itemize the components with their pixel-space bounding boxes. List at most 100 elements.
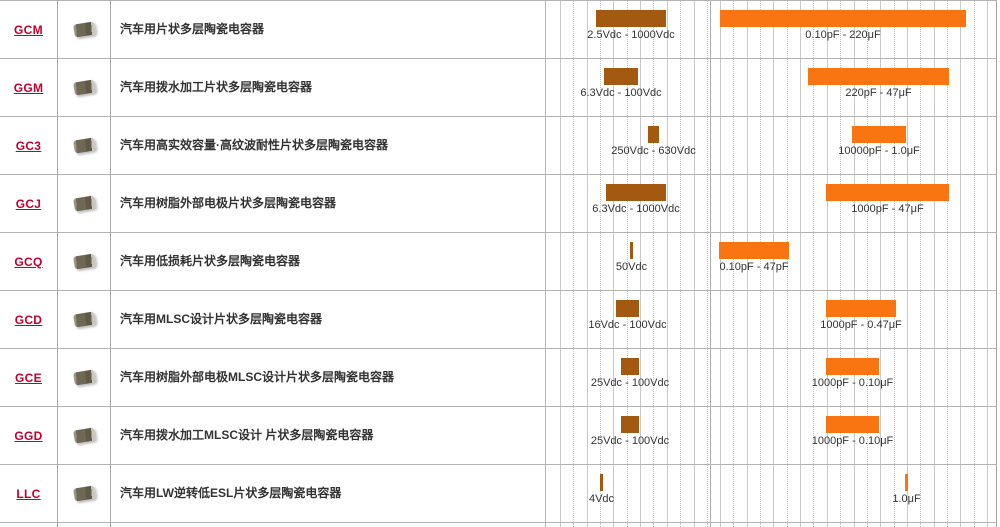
chart-gridline	[987, 175, 988, 232]
description-cell: 汽车用LW逆转低ESL片状多层陶瓷电容器	[110, 465, 545, 522]
chart-gridline	[973, 175, 975, 232]
chart-gridline	[973, 407, 975, 464]
chart-gridline	[773, 291, 775, 348]
series-link-gcj[interactable]: GCJ	[15, 196, 42, 211]
chart-gridline	[786, 233, 788, 290]
series-link-ggd[interactable]: GGD	[14, 428, 43, 443]
chart-gridline	[866, 175, 868, 232]
chart-gridline	[586, 291, 588, 348]
chart-gridline	[880, 349, 882, 406]
chart-gridline	[626, 523, 628, 527]
chart-gridline	[853, 1, 855, 58]
series-link-llc[interactable]: LLC	[16, 486, 41, 501]
chart-gridline	[560, 1, 561, 58]
capacitance-chart-cell: 0.10pF - 47pF	[710, 233, 997, 290]
chart-gridline	[733, 233, 735, 290]
series-link-gce[interactable]: GCE	[15, 370, 42, 385]
chart-gridline	[680, 59, 682, 116]
voltage-range-bar	[606, 184, 666, 201]
next-row-clipped-strip	[0, 523, 997, 527]
chart-gridline	[653, 117, 655, 174]
chart-gridline	[866, 117, 868, 174]
chart-gridline	[720, 117, 721, 174]
chart-gridline	[666, 465, 668, 522]
chart-gridline	[693, 117, 695, 174]
chart-gridline	[720, 291, 721, 348]
chart-gridline	[613, 59, 615, 116]
chart-gridline	[973, 117, 975, 174]
chart-gridline	[653, 1, 655, 58]
chart-gridline	[600, 465, 602, 522]
chart-gridline	[960, 349, 962, 406]
voltage-range-label: 16Vdc - 100Vdc	[588, 319, 667, 331]
chart-gridline	[920, 175, 922, 232]
chart-gridline	[693, 523, 695, 527]
chart-gridline	[640, 233, 642, 290]
series-link-gcq[interactable]: GCQ	[14, 254, 43, 269]
voltage-chart-cell: 250Vdc - 630Vdc	[545, 117, 710, 174]
chart-gridline	[693, 59, 695, 116]
series-code-cell: GC3	[0, 117, 57, 174]
table-row-ggm: GGM 汽车用拨水加工片状多层陶瓷电容器 6.3Vdc - 100Vdc 220pF …	[0, 59, 997, 117]
chart-gridline	[933, 465, 935, 522]
chart-gridline	[866, 407, 868, 464]
capacitor-chip-image	[72, 485, 96, 502]
chart-gridline	[640, 291, 642, 348]
chart-gridline	[706, 1, 708, 58]
chart-gridline	[893, 175, 895, 232]
voltage-range-bar	[621, 416, 639, 433]
chart-gridline	[680, 175, 682, 232]
chart-gridline	[560, 407, 561, 464]
chart-gridline	[933, 175, 935, 232]
chart-gridline	[893, 117, 895, 174]
series-link-gcm[interactable]: GCM	[14, 22, 43, 37]
chart-gridline	[733, 523, 735, 527]
chart-gridline	[880, 523, 882, 527]
capacitor-chip-image	[72, 79, 96, 96]
chart-gridline	[626, 465, 628, 522]
series-description: 汽车用片状多层陶瓷电容器	[120, 22, 265, 36]
chart-gridline	[840, 175, 842, 232]
chart-gridline	[946, 407, 948, 464]
chart-gridline	[786, 291, 788, 348]
series-code-cell: GGM	[0, 59, 57, 116]
chart-gridline	[880, 175, 882, 232]
chart-gridline	[880, 1, 882, 58]
chart-gridline	[933, 59, 935, 116]
chart-gridline	[960, 117, 962, 174]
chart-gridline	[613, 233, 615, 290]
description-cell: 汽车用MLSC设计片状多层陶瓷电容器	[110, 291, 545, 348]
chart-gridline	[733, 349, 735, 406]
description-cell: 汽车用高实效容量·高纹波耐性片状多层陶瓷电容器	[110, 117, 545, 174]
clipped-image-cell	[57, 523, 110, 527]
chart-gridline	[746, 59, 748, 116]
series-code-cell: GCD	[0, 291, 57, 348]
chart-gridline	[613, 117, 615, 174]
chart-gridline	[786, 407, 788, 464]
chart-gridline	[866, 1, 868, 58]
chart-gridline	[773, 465, 775, 522]
chart-gridline	[960, 291, 962, 348]
series-link-gc3[interactable]: GC3	[15, 138, 42, 153]
description-cell: 汽车用树脂外部电极MLSC设计片状多层陶瓷电容器	[110, 349, 545, 406]
chart-gridline	[613, 291, 615, 348]
chart-gridline	[600, 233, 602, 290]
chart-gridline	[653, 59, 655, 116]
chart-gridline	[893, 465, 895, 522]
chart-gridline	[973, 465, 975, 522]
series-code-cell: GCE	[0, 349, 57, 406]
product-image-cell	[57, 59, 110, 116]
chart-gridline	[626, 233, 628, 290]
chart-gridline	[853, 407, 855, 464]
chart-gridline	[853, 175, 855, 232]
chart-gridline	[760, 117, 762, 174]
series-link-ggm[interactable]: GGM	[13, 80, 44, 95]
chart-gridline	[840, 349, 842, 406]
chart-gridline	[800, 349, 802, 406]
capacitance-range-label: 1000pF - 47μF	[851, 203, 924, 215]
chart-gridline	[600, 291, 602, 348]
chart-gridline	[586, 407, 588, 464]
chart-gridline	[760, 175, 762, 232]
table-row-gce: GCE 汽车用树脂外部电极MLSC设计片状多层陶瓷电容器 25Vdc - 100Vd…	[0, 349, 997, 407]
series-link-gcd[interactable]: GCD	[14, 312, 43, 327]
